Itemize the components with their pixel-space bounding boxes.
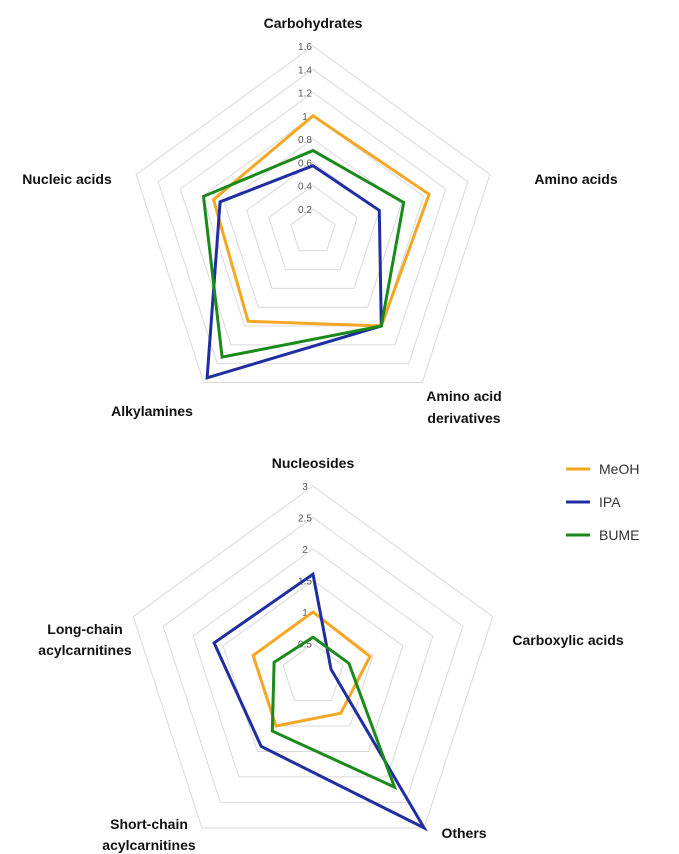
tick-label: 0.5 — [298, 640, 312, 651]
tick-label: 1.5 — [298, 577, 312, 588]
axis-label-amino-acid-derivatives: Amino acid derivatives — [426, 388, 501, 426]
radar-chart-nucleosides-acylcarnitines: 0.5 1 1.5 2 2.5 3 Nucleosides Carboxylic acids O… — [38, 455, 624, 853]
grid-ring — [290, 208, 336, 252]
legend-label-ipa: IPA — [599, 494, 621, 510]
tick-label: 0.4 — [298, 182, 312, 193]
tick-label: 0.8 — [298, 135, 312, 146]
axis-label-others: Others — [441, 825, 486, 841]
tick-label: 2 — [302, 545, 308, 556]
axis-label-short-chain-acylcarnitines: Short-chain acylcarnitines — [102, 816, 196, 853]
axis-label-line: derivatives — [427, 410, 500, 426]
axis-label-nucleosides: Nucleosides — [272, 455, 355, 471]
legend-label-bume: BUME — [599, 527, 639, 543]
series-bume — [270, 635, 398, 790]
axis-label-amino-acids: Amino acids — [534, 171, 617, 187]
axis-label-line: Nucleic acids — [22, 171, 112, 187]
tick-label: 1 — [302, 608, 308, 619]
series-meoh — [211, 113, 431, 328]
axis-label-line: Nucleosides — [272, 455, 355, 471]
legend-item-ipa: IPA — [566, 494, 621, 510]
tick-label: 3 — [302, 482, 308, 493]
axis-label-line: Amino acids — [534, 171, 617, 187]
tick-label: 0.6 — [298, 158, 312, 169]
legend-item-meoh: MeOH — [566, 461, 639, 477]
axis-label-line: Carbohydrates — [264, 15, 363, 31]
axis-label-line: Amino acid — [426, 388, 501, 404]
series-ipa — [212, 571, 428, 832]
grid-ring — [132, 485, 494, 829]
axis-label-alkylamines: Alkylamines — [111, 403, 193, 419]
tick-label: 1.6 — [298, 42, 312, 53]
axis-label-line: Carboxylic acids — [512, 632, 623, 648]
grid-ring — [162, 516, 464, 803]
axis-label-nucleic-acids: Nucleic acids — [22, 171, 112, 187]
tick-label: 0.2 — [298, 205, 312, 216]
axis-label-carbohydrates: Carbohydrates — [264, 15, 363, 31]
axis-label-line: Alkylamines — [111, 403, 193, 419]
axis-label-line: Short-chain — [110, 816, 188, 832]
legend-item-bume: BUME — [566, 527, 639, 543]
axis-label-long-chain-acylcarnitines: Long-chain acylcarnitines — [38, 621, 132, 658]
grid-ring — [201, 115, 425, 327]
legend: MeOH IPA BUME — [566, 461, 639, 543]
tick-label: 1.4 — [298, 65, 312, 76]
grid-ring — [157, 68, 469, 365]
series-meoh — [251, 610, 372, 728]
tick-label: 1 — [302, 112, 308, 123]
grid-ring — [135, 45, 491, 383]
axis-label-line: Long-chain — [47, 621, 122, 637]
grid-ring — [192, 548, 434, 778]
tick-label: 2.5 — [298, 514, 312, 525]
tick-label: 1.2 — [298, 89, 312, 100]
axis-label-line: acylcarnitines — [38, 642, 132, 658]
legend-label-meoh: MeOH — [599, 461, 639, 477]
radar-chart-metabolite-classes: 0.2 0.4 0.6 0.8 1 1.2 1.4 1.6 Carbohydrates Amino… — [22, 15, 618, 426]
grid-ring — [268, 184, 358, 271]
series-bume — [201, 148, 406, 359]
axis-label-line: Others — [441, 825, 486, 841]
axis-label-carboxylic-acids: Carboxylic acids — [512, 632, 623, 648]
axis-label-line: acylcarnitines — [102, 837, 196, 853]
grid-ring — [282, 642, 344, 701]
grid-ring — [222, 579, 404, 752]
series-ipa — [205, 164, 383, 380]
